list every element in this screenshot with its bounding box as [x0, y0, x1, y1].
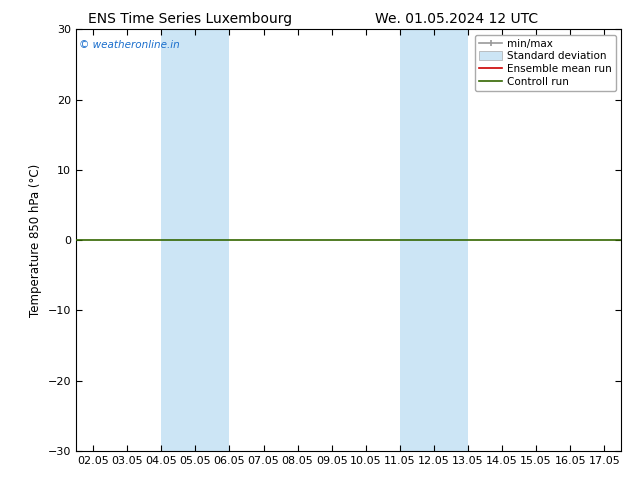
- Legend: min/max, Standard deviation, Ensemble mean run, Controll run: min/max, Standard deviation, Ensemble me…: [475, 35, 616, 91]
- Bar: [161, 29, 230, 451]
- Text: We. 01.05.2024 12 UTC: We. 01.05.2024 12 UTC: [375, 12, 538, 26]
- Text: ENS Time Series Luxembourg: ENS Time Series Luxembourg: [88, 12, 292, 26]
- Y-axis label: Temperature 850 hPa (°C): Temperature 850 hPa (°C): [29, 164, 42, 317]
- Bar: [400, 29, 468, 451]
- Text: © weatheronline.in: © weatheronline.in: [79, 40, 179, 50]
